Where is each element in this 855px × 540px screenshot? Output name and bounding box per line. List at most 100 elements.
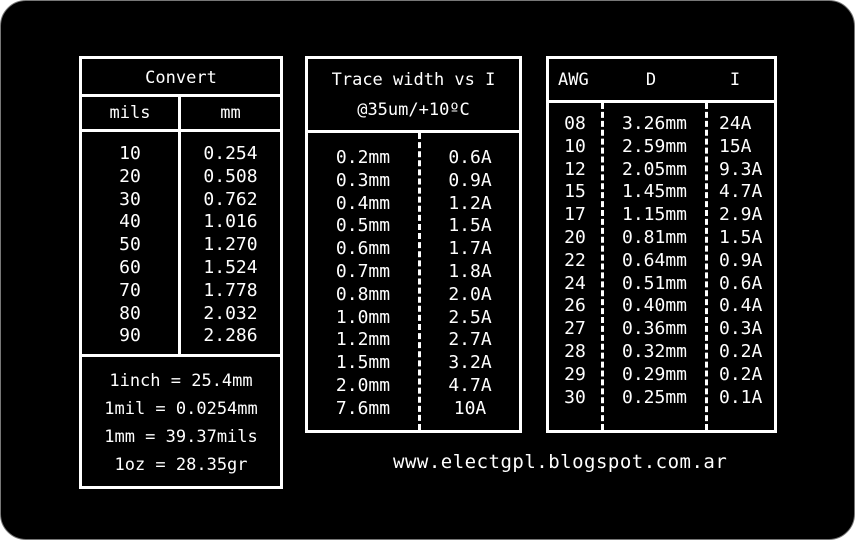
awg-diameter-value: 0.51mm xyxy=(621,272,688,294)
trace-current-value: 2.7A xyxy=(448,329,492,351)
awg-gauge-value: 08 xyxy=(564,113,586,134)
awg-column-divider-1 xyxy=(601,103,604,430)
equivalences-divider xyxy=(82,354,280,357)
trace-current-value: 4.7A xyxy=(448,374,492,396)
mils-value: 40 xyxy=(119,211,141,233)
awg-current-value: 0.2A xyxy=(719,363,763,385)
convert-title-divider xyxy=(82,94,280,97)
convert-panel: Convert mils mm 10 20 30 40 50 60 70 80 90 0.254… xyxy=(79,56,283,489)
mils-value: 60 xyxy=(119,256,141,278)
convert-title: Convert xyxy=(145,68,217,88)
awg-current-value: 4.7A xyxy=(719,181,763,203)
trace-current-value: 1.7A xyxy=(448,238,492,260)
awg-current-value: 0.1A xyxy=(719,386,763,408)
awg-diameter-column: 3.26mm 2.59mm 2.05mm 1.45mm 1.15mm 0.81mm 0.64… xyxy=(604,113,705,409)
awg-current-value: 0.3A xyxy=(719,318,763,340)
trace-width-value: 2.0mm xyxy=(335,374,391,396)
convert-header-divider xyxy=(82,129,280,132)
awg-diameter-value: 1.45mm xyxy=(621,181,688,203)
mm-value: 1.524 xyxy=(203,256,258,278)
awg-gauge-value: 10 xyxy=(564,135,586,157)
trace-current-value: 3.2A xyxy=(448,352,492,374)
awg-diameter-value: 1.15mm xyxy=(621,204,688,226)
trace-width-panel: Trace width vs I @35um/+10ºC 0.2mm 0.3mm 0… xyxy=(305,56,522,433)
awg-current-value: 1.5A xyxy=(719,226,763,248)
awg-diameter-value: 0.29mm xyxy=(621,363,688,385)
awg-gauge-value: 29 xyxy=(564,363,586,385)
awg-gauge-value: 26 xyxy=(564,295,586,317)
awg-diameter-value: 2.59mm xyxy=(621,135,688,157)
awg-gauge-value: 17 xyxy=(564,204,586,226)
awg-current-value: 15A xyxy=(719,135,752,157)
trace-title: Trace width vs I xyxy=(331,70,496,90)
mm-value: 1.016 xyxy=(203,211,258,233)
mils-value: 20 xyxy=(119,165,141,187)
mils-value: 10 xyxy=(119,143,141,164)
mm-value: 2.032 xyxy=(203,302,258,324)
mm-value: 0.254 xyxy=(203,143,258,164)
awg-current-column: 24A 15A 9.3A 4.7A 2.9A 1.5A 0.9A 0.6A 0.4A 0.3A 0.… xyxy=(719,113,771,409)
mm-value: 1.270 xyxy=(203,234,258,256)
awg-gauge-value: 27 xyxy=(564,318,586,340)
awg-column-divider-2 xyxy=(705,103,708,430)
awg-current-value: 24A xyxy=(719,113,752,134)
awg-diameter-value: 0.81mm xyxy=(621,226,688,248)
trace-subtitle: @35um/+10ºC xyxy=(357,100,470,120)
mm-value: 0.762 xyxy=(203,188,258,210)
trace-width-value: 0.2mm xyxy=(335,147,391,168)
mils-value: 70 xyxy=(119,279,141,301)
mils-value: 80 xyxy=(119,302,141,324)
trace-width-value: 7.6mm xyxy=(335,397,391,419)
awg-current-value: 0.4A xyxy=(719,295,763,317)
trace-title-divider xyxy=(308,130,519,133)
awg-current-value: 0.6A xyxy=(719,272,763,294)
convert-header-mils: mils xyxy=(109,103,151,123)
awg-current-value: 2.9A xyxy=(719,204,763,226)
awg-header-awg: AWG xyxy=(558,70,589,90)
awg-gauge-value: 22 xyxy=(564,249,586,271)
mm-value: 2.286 xyxy=(203,325,258,347)
awg-diameter-value: 0.64mm xyxy=(621,249,688,271)
awg-current-value: 9.3A xyxy=(719,158,763,180)
trace-current-value: 10A xyxy=(453,397,487,419)
awg-gauge-value: 30 xyxy=(564,386,586,408)
awg-diameter-value: 2.05mm xyxy=(621,158,688,180)
trace-current-value: 2.0A xyxy=(448,283,492,305)
trace-current-value: 1.8A xyxy=(448,260,492,282)
convert-column-divider xyxy=(178,94,181,357)
trace-width-value: 0.8mm xyxy=(335,283,391,305)
awg-gauge-value: 24 xyxy=(564,272,586,294)
trace-current-value: 0.6A xyxy=(448,147,492,168)
equivalence-inch: 1inch = 25.4mm xyxy=(109,371,253,391)
trace-width-column: 0.2mm 0.3mm 0.4mm 0.5mm 0.6mm 0.7mm 0.8mm 1.0mm… xyxy=(308,147,418,421)
mils-value: 90 xyxy=(119,325,141,347)
awg-diameter-value: 0.36mm xyxy=(621,318,688,340)
awg-gauge-value: 12 xyxy=(564,158,586,180)
mils-value: 50 xyxy=(119,234,141,256)
awg-header-d: D xyxy=(645,70,657,90)
trace-width-value: 0.4mm xyxy=(335,192,391,214)
trace-current-value: 2.5A xyxy=(448,306,492,328)
awg-diameter-value: 0.32mm xyxy=(621,340,688,362)
mm-column: 0.254 0.508 0.762 1.016 1.270 1.524 1.778 2.032… xyxy=(181,143,280,348)
trace-width-value: 0.6mm xyxy=(335,238,391,260)
mm-value: 1.778 xyxy=(203,279,258,301)
equivalence-mil: 1mil = 0.0254mm xyxy=(104,399,258,419)
trace-width-value: 0.5mm xyxy=(335,215,391,237)
awg-panel: AWG D I 08 10 12 15 17 20 22 24 26 27 28 29 30 3.26m… xyxy=(546,56,777,433)
trace-width-value: 0.7mm xyxy=(335,260,391,282)
awg-gauge-column: 08 10 12 15 17 20 22 24 26 27 28 29 30 xyxy=(549,113,601,409)
awg-gauge-value: 15 xyxy=(564,181,586,203)
trace-width-value: 1.0mm xyxy=(335,306,391,328)
awg-gauge-value: 28 xyxy=(564,340,586,362)
equivalence-mm: 1mm = 39.37mils xyxy=(104,427,258,447)
trace-current-value: 1.2A xyxy=(448,192,492,214)
trace-current-value: 0.9A xyxy=(448,169,492,191)
mils-value: 30 xyxy=(119,188,141,210)
awg-header-divider xyxy=(549,100,774,103)
equivalence-oz: 1oz = 28.35gr xyxy=(114,455,248,475)
awg-header-i: I xyxy=(729,70,741,90)
awg-diameter-value: 3.26mm xyxy=(621,113,688,134)
trace-current-value: 1.5A xyxy=(448,215,492,237)
